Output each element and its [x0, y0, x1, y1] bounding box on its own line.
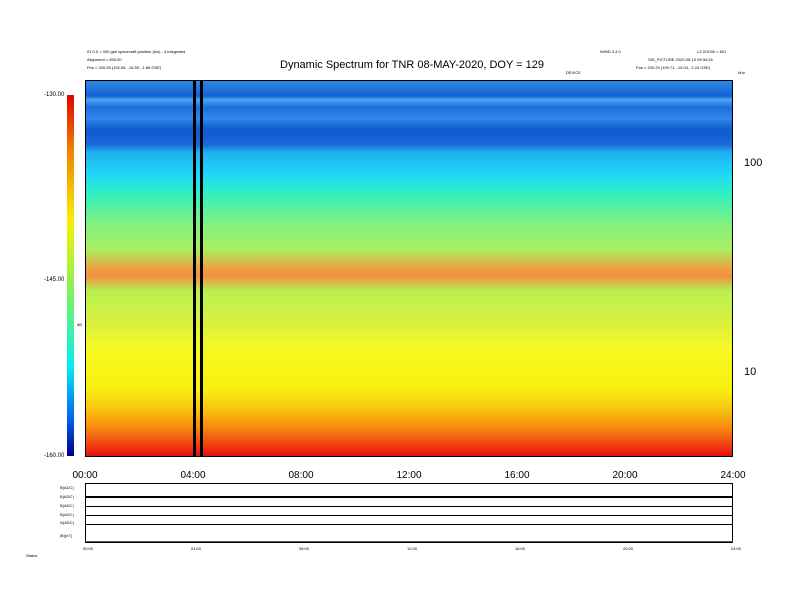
x-tick: 04:00	[180, 470, 206, 481]
x-tick: 24:00	[720, 470, 746, 481]
status-label: Status	[26, 553, 38, 558]
panel-label: |B|(nT)	[60, 533, 73, 538]
info-right-2: LZ 0/1000 = 601	[697, 49, 727, 54]
colorbar-tick: -160.00	[44, 453, 65, 459]
info-left-2: Alignment = 600.00	[87, 57, 122, 62]
info-left-1: 01 0.0 = 000 gse spacecraft position (km…	[87, 49, 186, 54]
x-tick: 12:00	[396, 470, 422, 481]
colorbar-tick: -130.00	[44, 92, 65, 98]
colorbar-tick: -145.00	[44, 277, 65, 283]
y-tick: 100	[744, 157, 763, 169]
panel-x-tick: 08:00	[299, 546, 310, 551]
info-left-3: Pos = 200.05 (192.65, -16.59, -1.86 GSE)	[87, 65, 162, 70]
panel-label: B(ADC)	[60, 494, 74, 499]
chart-title: Dynamic Spectrum for TNR 08-MAY-2020, DO…	[280, 59, 545, 71]
panel-x-tick: 04:00	[191, 546, 202, 551]
panel-trace	[85, 506, 733, 507]
x-tick: 08:00	[288, 470, 314, 481]
panel-label: B(ADC)	[60, 485, 74, 490]
panel-label: N(ADC)	[60, 520, 74, 525]
panel-trace	[85, 515, 733, 516]
data-gap-line	[200, 80, 203, 457]
panel-trace	[85, 524, 733, 525]
panel-trace	[85, 541, 733, 542]
device-label: DEVICE	[566, 70, 581, 75]
x-tick: 20:00	[612, 470, 638, 481]
y-tick: 10	[744, 366, 757, 378]
data-gap-line	[193, 80, 196, 457]
panel-label: B(ADC)	[60, 512, 74, 517]
panel-x-tick: 24:00	[731, 546, 742, 551]
info-right-3: SID_PICTURE 2020-05-19 09:34:26	[648, 57, 713, 62]
x-tick: 00:00	[72, 470, 98, 481]
info-right-1: WIND 3.4.0	[600, 49, 621, 54]
panel-label: B(ADC)	[60, 503, 74, 508]
panel-trace	[85, 496, 733, 498]
panel-x-tick: 12:00	[407, 546, 418, 551]
info-right-4: Pos = 200.29 (199.71, -15.04, -2.24 GSE)	[636, 65, 711, 70]
spectrogram	[85, 80, 733, 457]
x-tick: 16:00	[504, 470, 530, 481]
panel-x-tick: 20:00	[623, 546, 634, 551]
panel-x-tick: 00:00	[83, 546, 94, 551]
unit-label: kHz	[738, 70, 745, 75]
panel-x-tick: 16:00	[515, 546, 526, 551]
colorbar-label: dB	[77, 322, 82, 327]
colorbar	[67, 95, 74, 456]
parameter-panels	[85, 483, 733, 543]
